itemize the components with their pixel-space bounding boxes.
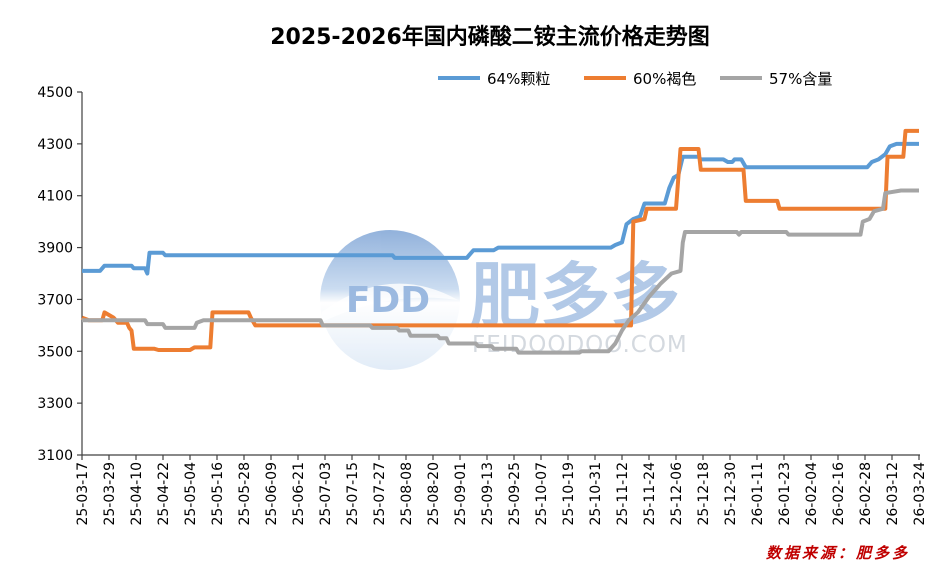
x-tick-label: 25-03-17 [75, 462, 91, 526]
x-tick-label: 25-05-16 [210, 462, 226, 526]
legend-item: 57%含量 [720, 70, 832, 88]
x-tick-label: 25-11-12 [615, 462, 631, 526]
x-tick-label: 25-07-27 [372, 462, 388, 526]
y-axis-ticks: 3100 3300 3500 3700 3900 4100 4300 4500 [37, 85, 82, 464]
y-tick-label: 3500 [37, 344, 73, 360]
x-tick-label: 25-12-18 [696, 462, 712, 526]
y-tick-label: 3300 [37, 396, 73, 412]
x-tick-label: 26-02-28 [858, 462, 874, 526]
x-tick-label: 25-09-25 [507, 462, 523, 526]
data-source-note: 数据来源：肥多多 [766, 544, 910, 562]
series-line-2 [81, 128, 919, 352]
y-tick-label: 3700 [37, 292, 73, 308]
legend: 64%颗粒 60%褐色 57%含量 [438, 70, 832, 88]
series-line-1 [82, 141, 919, 276]
legend-item: 60%褐色 [584, 70, 696, 88]
watermark-logo-swoosh [322, 283, 458, 322]
y-tick-label: 3900 [37, 241, 73, 257]
series-lines [81, 128, 919, 355]
x-tick-label: 25-06-21 [291, 462, 307, 526]
x-tick-label: 25-12-30 [723, 462, 739, 526]
x-tick-label: 25-10-31 [588, 462, 604, 526]
watermark-logo-text: FDD [346, 280, 430, 321]
x-tick-label: 25-03-29 [102, 462, 118, 526]
x-tick-label: 25-09-01 [453, 462, 469, 526]
y-tick-label: 4100 [37, 189, 73, 205]
x-tick-label: 26-01-11 [750, 462, 766, 526]
x-tick-label: 25-09-13 [480, 462, 496, 526]
watermark-brand: 肥多多 [470, 255, 680, 337]
x-tick-label: 25-05-28 [237, 462, 253, 526]
legend-label: 60%褐色 [633, 70, 696, 88]
x-tick-label: 25-05-04 [183, 462, 199, 526]
legend-label: 57%含量 [769, 70, 832, 88]
y-tick-label: 4300 [37, 137, 73, 153]
x-tick-label: 25-04-10 [129, 462, 145, 526]
x-tick-label: 25-12-06 [669, 462, 685, 526]
x-tick-label: 25-07-03 [318, 462, 334, 526]
legend-item: 64%颗粒 [438, 70, 550, 88]
x-tick-label: 26-01-23 [777, 462, 793, 526]
x-tick-label: 26-03-12 [885, 462, 901, 526]
x-tick-label: 25-10-07 [534, 462, 550, 526]
x-axis-ticks: 25-03-17 25-03-29 25-04-10 25-04-22 25-05-04… [75, 455, 928, 526]
x-tick-label: 25-10-19 [561, 462, 577, 526]
x-tick-label: 25-06-09 [264, 462, 280, 526]
y-tick-label: 4500 [37, 85, 73, 101]
x-tick-label: 25-08-20 [426, 462, 442, 526]
legend-label: 64%颗粒 [487, 70, 550, 88]
x-tick-label: 25-08-08 [399, 462, 415, 526]
x-tick-label: 25-07-15 [345, 462, 361, 526]
x-tick-label: 26-02-16 [831, 462, 847, 526]
x-tick-label: 26-02-04 [804, 462, 820, 526]
x-tick-label: 26-03-24 [912, 462, 928, 526]
x-tick-label: 25-04-22 [156, 462, 172, 526]
chart-title: 2025-2026年国内磷酸二铵主流价格走势图 [270, 24, 710, 50]
series-line-3 [82, 188, 919, 355]
x-tick-label: 25-11-24 [642, 462, 658, 526]
y-tick-label: 3100 [37, 448, 73, 464]
